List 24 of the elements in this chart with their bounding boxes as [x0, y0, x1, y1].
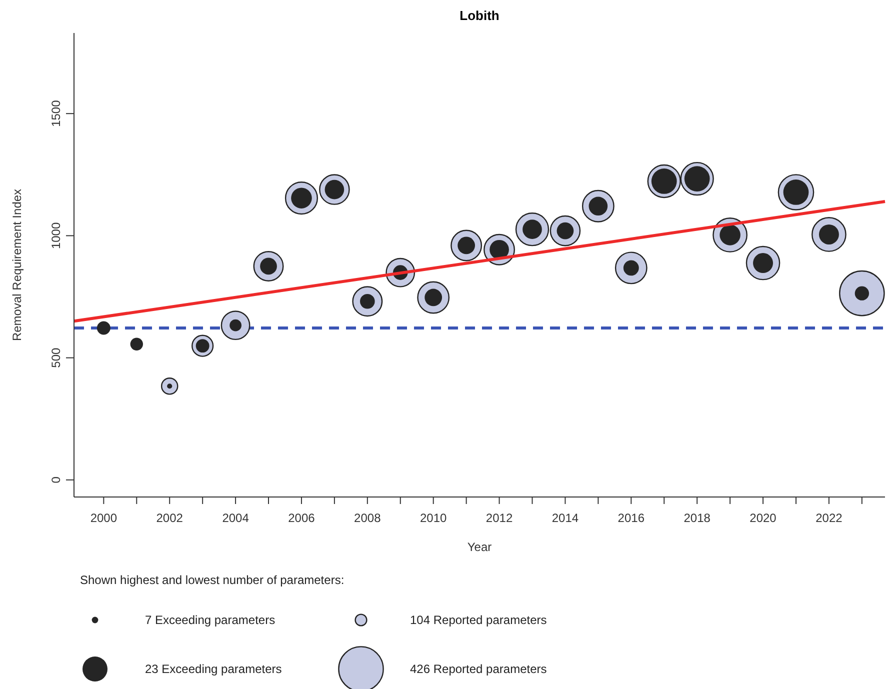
x-tick-label: 2008: [354, 511, 382, 525]
text: Shown highest and lowest number of parameters:: [80, 573, 344, 587]
x-tick-label: 2002: [156, 511, 184, 525]
text: 104 Reported parameters: [410, 613, 547, 627]
x-tick-label: 2004: [222, 511, 250, 525]
x-tick-label: 2022: [816, 511, 843, 525]
x-tick-label: 2016: [618, 511, 645, 525]
x-tick-label: 2018: [684, 511, 711, 525]
text: 426 Reported parameters: [410, 662, 547, 676]
x-tick-label: 2006: [288, 511, 316, 525]
y-tick-label: 0: [49, 476, 63, 484]
x-tick-label: 2010: [420, 511, 448, 525]
y-tick-label: 1500: [49, 100, 63, 127]
y-tick-label: 500: [49, 347, 63, 368]
text: 7 Exceeding parameters: [145, 613, 276, 627]
chart-title: Lobith: [460, 8, 500, 23]
y-axis-title: Removal Requirement Index: [10, 188, 24, 342]
y-tick-label: 1000: [49, 222, 63, 250]
x-tick-label: 2000: [90, 511, 118, 525]
x-tick-label: 2014: [552, 511, 579, 525]
x-axis-title: Year: [467, 540, 492, 554]
x-tick-label: 2020: [750, 511, 777, 525]
x-tick-label: 2012: [486, 511, 513, 525]
text: 23 Exceeding parameters: [145, 662, 282, 676]
